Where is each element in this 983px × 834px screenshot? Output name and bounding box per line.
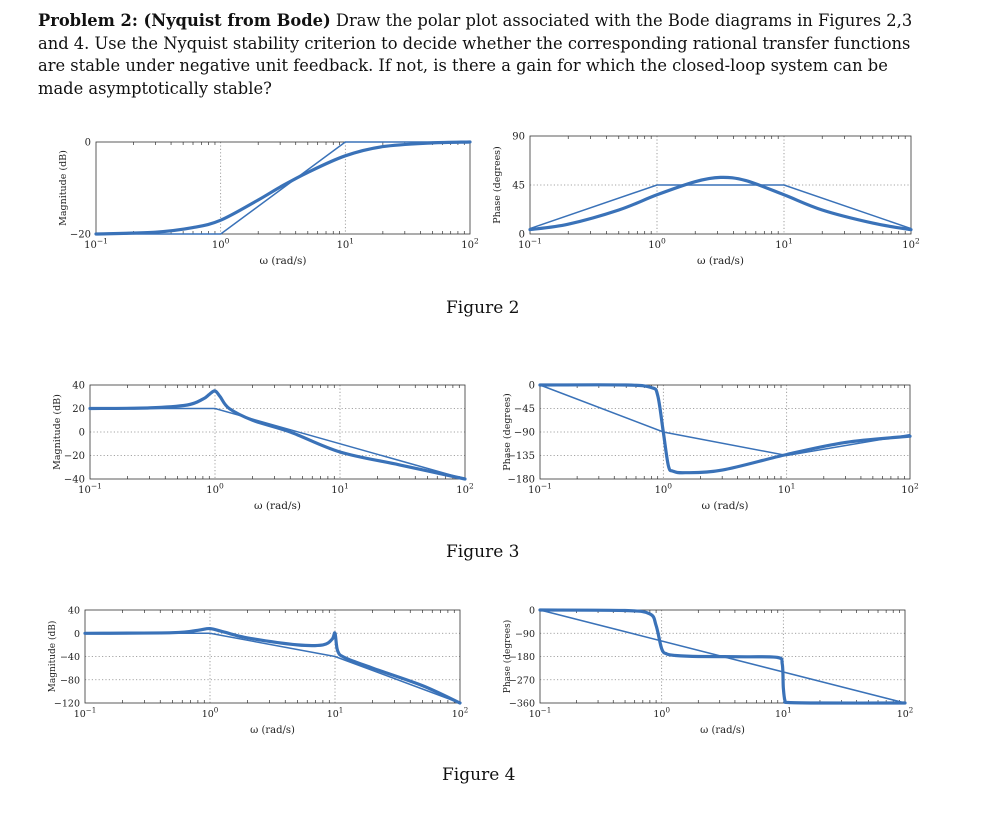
y-axis-label: Phase (degrees) <box>502 393 513 471</box>
x-axis-label: ω (rad/s) <box>700 725 745 736</box>
response-curve <box>88 389 467 481</box>
response-curve <box>83 626 462 705</box>
y-tick-label: −80 <box>60 675 80 686</box>
y-tick-label: −20 <box>64 451 85 462</box>
x-axis-label: ω (rad/s) <box>254 500 301 512</box>
x-tick-label: 101 <box>775 706 792 720</box>
x-tick-label: 10−1 <box>529 706 552 720</box>
problem-statement: Problem 2: (Nyquist from Bode) Draw the … <box>38 10 938 100</box>
x-axis-label: ω (rad/s) <box>697 255 744 267</box>
x-tick-label: 100 <box>206 482 224 497</box>
y-tick-label: −120 <box>54 699 80 710</box>
fig4-mag-chart: 10−1 100 101 102 −120 −80 −40 0 40 ω (rad/s) Magni… <box>47 606 468 737</box>
x-tick-label: 10−1 <box>78 482 102 497</box>
x-tick-label: 100 <box>202 706 219 720</box>
x-tick-label: 101 <box>775 237 793 252</box>
x-tick-label: 102 <box>456 482 474 497</box>
x-tick-label: 102 <box>897 706 914 720</box>
y-axis-label: Magnitude (dB) <box>52 394 63 470</box>
problem-heading: Problem 2: (Nyquist from Bode) <box>38 11 331 30</box>
x-tick-label: 10−1 <box>74 706 97 720</box>
y-axis-label: Phase (degrees) <box>492 146 503 224</box>
asymptote-line <box>529 184 912 230</box>
response-curve <box>538 608 907 705</box>
x-tick-label: 10−1 <box>518 237 542 252</box>
x-tick-label: 102 <box>901 482 919 497</box>
x-axis-label: ω (rad/s) <box>701 500 748 512</box>
x-tick-label: 102 <box>461 237 479 252</box>
response-curve <box>94 140 472 236</box>
y-tick-label: −40 <box>60 652 80 663</box>
problem-text: Draw the polar plot associated with the … <box>38 11 913 98</box>
y-tick-label: 0 <box>529 606 535 617</box>
x-tick-label: 10−1 <box>528 482 552 497</box>
x-tick-label: 101 <box>337 237 355 252</box>
y-tick-label: −90 <box>514 428 535 439</box>
x-tick-label: 100 <box>648 237 666 252</box>
y-tick-label: 0 <box>74 629 80 640</box>
plot-frame <box>95 141 471 235</box>
y-axis-label: Magnitude (dB) <box>47 621 58 693</box>
fig4-phase-chart: 10−1 100 101 102 −360 −270 −180 −90 0 ω (rad/s) Ph… <box>502 606 913 737</box>
fig2-mag-chart: 10−1 100 101 102 −20 0 ω (rad/s) Magnitude (dB) <box>58 138 479 268</box>
asymptote-line <box>96 141 470 235</box>
fig3-mag-chart: 10−1 100 101 102 −40 −20 0 20 40 ω (rad/s) Magnitu… <box>52 381 474 513</box>
response-curve <box>528 175 913 232</box>
plot-frame <box>539 384 911 480</box>
x-tick-label: 100 <box>653 706 670 720</box>
x-tick-label: 100 <box>655 482 673 497</box>
y-tick-label: 40 <box>72 381 85 392</box>
y-tick-label: 0 <box>85 138 91 149</box>
x-tick-label: 10−1 <box>84 237 108 252</box>
asymptote-line <box>539 384 911 457</box>
asymptote-line <box>85 632 461 704</box>
fig2-phase-chart: 10−1 100 101 102 0 45 90 ω (rad/s) Phase (degree… <box>492 132 920 268</box>
y-tick-label: −270 <box>509 675 535 686</box>
y-tick-label: −45 <box>514 404 535 415</box>
x-tick-label: 101 <box>331 482 349 497</box>
fig3-phase-chart: 10−1 100 101 102 −180 −135 −90 −45 0 ω (rad/s) Pha… <box>502 381 919 513</box>
y-axis-label: Magnitude (dB) <box>58 150 69 226</box>
plot-frame <box>84 609 461 704</box>
plot-frame <box>89 384 466 480</box>
x-axis-label: ω (rad/s) <box>250 725 295 736</box>
y-tick-label: 45 <box>512 181 525 192</box>
x-tick-label: 101 <box>327 706 344 720</box>
y-tick-label: −40 <box>64 475 85 486</box>
y-tick-label: 40 <box>68 606 80 617</box>
y-tick-label: 0 <box>519 230 525 241</box>
y-tick-label: 0 <box>79 428 85 439</box>
y-tick-label: 20 <box>72 404 85 415</box>
y-tick-label: −90 <box>515 629 535 640</box>
y-tick-label: −135 <box>508 451 535 462</box>
y-tick-label: 90 <box>512 132 525 143</box>
x-axis-label: ω (rad/s) <box>259 255 306 267</box>
figure-3-caption: Figure 3 <box>446 542 520 562</box>
y-tick-label: −360 <box>509 699 535 710</box>
y-tick-label: −20 <box>70 230 91 241</box>
figure-4-caption: Figure 4 <box>442 765 516 785</box>
x-tick-label: 101 <box>778 482 796 497</box>
y-axis-label: Phase (degrees) <box>502 620 513 693</box>
plot-frame <box>529 135 912 235</box>
plot-frame <box>539 609 906 704</box>
x-tick-label: 102 <box>902 237 920 252</box>
figure-2-caption: Figure 2 <box>446 298 520 318</box>
x-tick-label: 102 <box>452 706 469 720</box>
y-tick-label: −180 <box>508 475 535 486</box>
response-curve <box>538 383 912 475</box>
y-tick-label: −180 <box>509 652 535 663</box>
y-tick-label: 0 <box>529 381 535 392</box>
x-tick-label: 100 <box>212 237 230 252</box>
